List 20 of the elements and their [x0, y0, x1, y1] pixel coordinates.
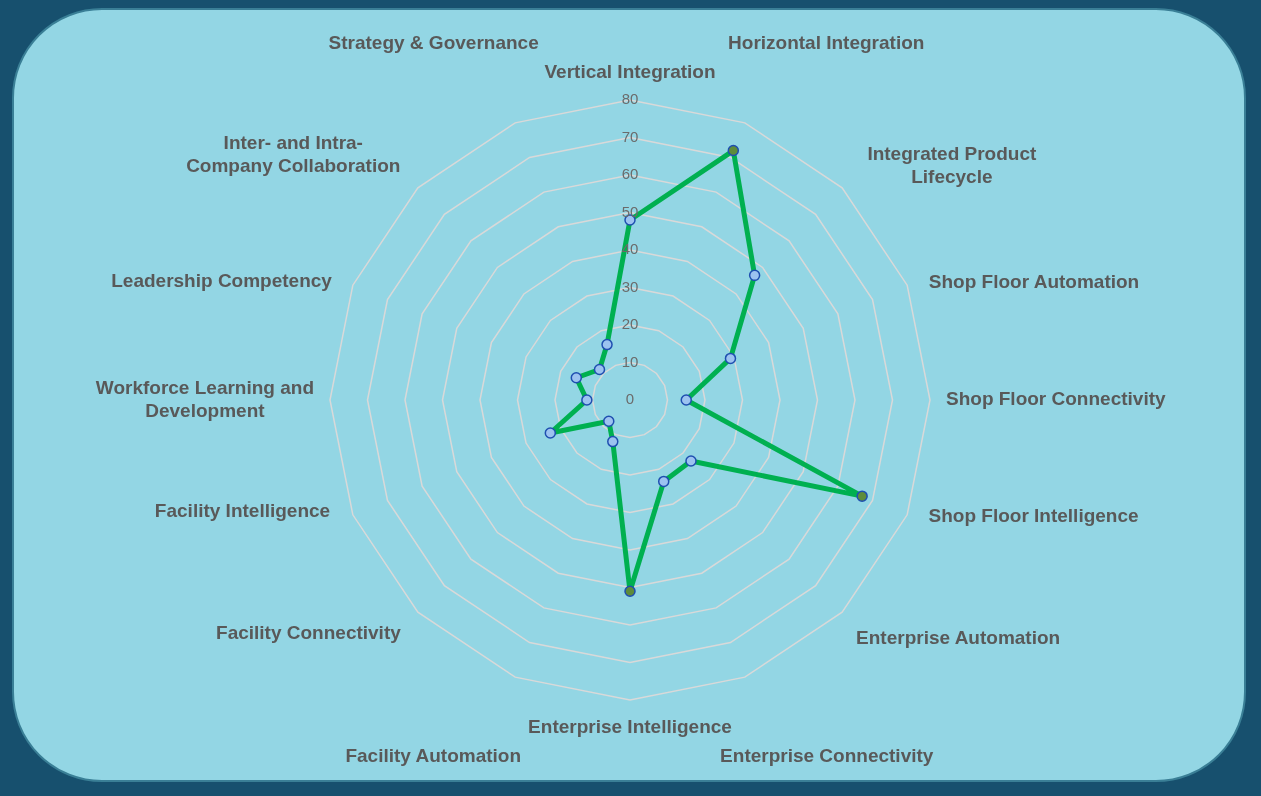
spoke-label: Integrated Product Lifecycle	[867, 142, 1037, 187]
spoke-label: Enterprise Connectivity	[720, 745, 934, 767]
spoke-label: Shop Floor Automation	[928, 271, 1140, 293]
y-tick-label: 30	[621, 277, 639, 295]
spoke-label: Facility Automation	[345, 745, 522, 767]
y-tick-label: 70	[621, 127, 639, 145]
spoke-label: Strategy & Governance	[328, 31, 539, 53]
spoke-label: Facility Intelligence	[154, 500, 331, 522]
spoke-label: Facility Connectivity	[216, 621, 402, 643]
spoke-label: Inter- and Intra- Company Collaboration	[186, 132, 401, 177]
spoke-label: Shop Floor Connectivity	[946, 388, 1166, 410]
y-tick-label: 0	[625, 390, 635, 408]
spoke-label: Vertical Integration	[544, 60, 716, 82]
spoke-label: Shop Floor Intelligence	[928, 504, 1139, 526]
y-tick-label: 10	[621, 352, 639, 370]
spoke-label: Enterprise Intelligence	[528, 715, 732, 737]
spoke-label: Horizontal Integration	[728, 32, 925, 54]
spoke-label: Enterprise Automation	[856, 626, 1061, 648]
spoke-label: Leadership Competency	[111, 270, 333, 292]
spoke-label: Workforce Learning and Development	[95, 376, 314, 421]
